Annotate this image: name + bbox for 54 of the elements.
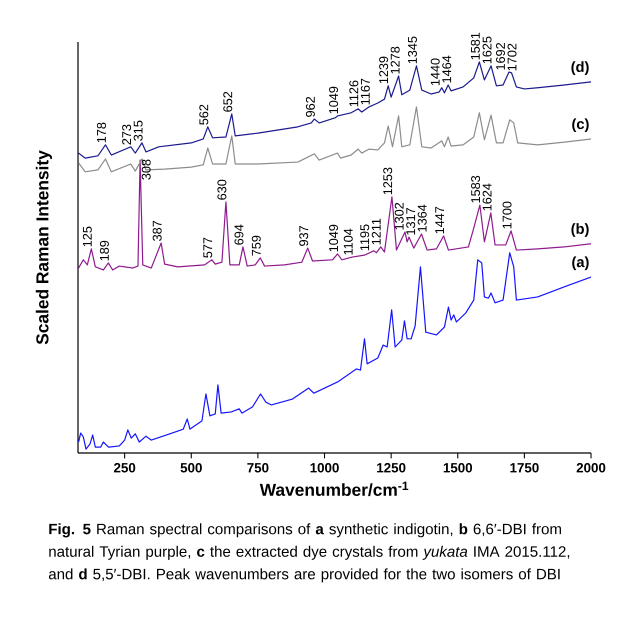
annotation: 1345 (408, 36, 417, 64)
annotation: 1211 (372, 218, 381, 244)
x-tick-label: 1750 (510, 463, 539, 472)
annotation: 1278 (390, 46, 400, 74)
x-tick-label: 1500 (444, 463, 472, 472)
series-label: (c) (572, 118, 589, 132)
annotation: 1049 (329, 224, 338, 252)
annotation: 1581 (470, 32, 480, 60)
annotation: 759 (252, 236, 261, 256)
annotation: 387 (152, 220, 162, 241)
x-tick-label: 1250 (377, 463, 406, 472)
annotation: 1583 (471, 176, 480, 203)
annotation: 1692 (496, 42, 505, 70)
annotation: 1624 (482, 183, 492, 210)
annotation: 694 (234, 224, 244, 245)
annotation: 1195 (360, 224, 370, 250)
series-label: (a) (572, 256, 589, 270)
annotation: 652 (223, 92, 232, 112)
annotation: 630 (217, 180, 226, 200)
annotation: 1364 (418, 204, 427, 232)
annotation: 1464 (442, 56, 452, 82)
annotation: 315 (134, 120, 143, 141)
x-axis-title: Wavenumber/cm$^{-1}$ (260, 482, 408, 496)
series-label: (d) (571, 61, 589, 75)
x-tick-label: 2000 (576, 463, 606, 472)
y-axis-title: Scaled Raman Intensity (36, 150, 52, 344)
x-tick-label: 250 (114, 463, 136, 472)
x-tick-label: 500 (180, 463, 202, 472)
annotation: 1317 (406, 208, 416, 235)
annotation: 273 (122, 124, 132, 145)
annotation: 1302 (394, 202, 404, 230)
text: Fig. 5 Raman spectral comparisons of a synthetic indigotin, b 6,6′-DBI from natural Tyrian purple, c the extracted dye crystals from yukata IMA 2015.112, and d 5,5′-DBI. Peak wavenumbers are provided for the two isomers of DBI (48, 523, 570, 582)
x-tick-label: 750 (247, 463, 268, 472)
annotation: 562 (199, 104, 208, 125)
annotation: 1167 (360, 78, 370, 104)
annotation: 1702 (508, 44, 516, 70)
annotation: 1440 (430, 58, 440, 86)
annotation: 1700 (502, 202, 512, 228)
annotation: 308 (142, 160, 151, 180)
annotation: 1239 (379, 56, 388, 84)
annotation: 937 (299, 226, 308, 246)
annotation: 189 (100, 240, 109, 260)
annotation: 1253 (383, 168, 392, 194)
annotation: 178 (96, 122, 106, 142)
annotation: 962 (306, 96, 315, 117)
annotation: 125 (82, 226, 92, 246)
annotation: 1104 (344, 228, 353, 255)
annotation: 577 (203, 238, 212, 258)
annotation: 1625 (482, 36, 492, 64)
series-label: (b) (571, 223, 589, 237)
annotation: 1049 (329, 86, 338, 114)
annotation: 1126 (349, 80, 358, 106)
annotation: 1447 (435, 206, 444, 234)
x-tick-label: 1000 (310, 463, 339, 472)
